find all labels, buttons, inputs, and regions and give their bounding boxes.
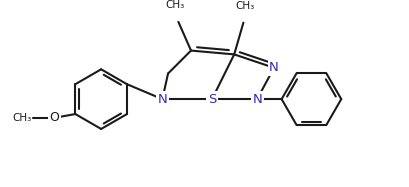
Text: N: N <box>252 93 261 106</box>
Text: CH₃: CH₃ <box>165 0 184 10</box>
Text: O: O <box>49 111 59 124</box>
Text: CH₃: CH₃ <box>235 1 254 11</box>
Text: CH₃: CH₃ <box>12 113 31 123</box>
Text: S: S <box>207 93 216 106</box>
Text: N: N <box>268 61 278 74</box>
Text: N: N <box>157 93 167 106</box>
